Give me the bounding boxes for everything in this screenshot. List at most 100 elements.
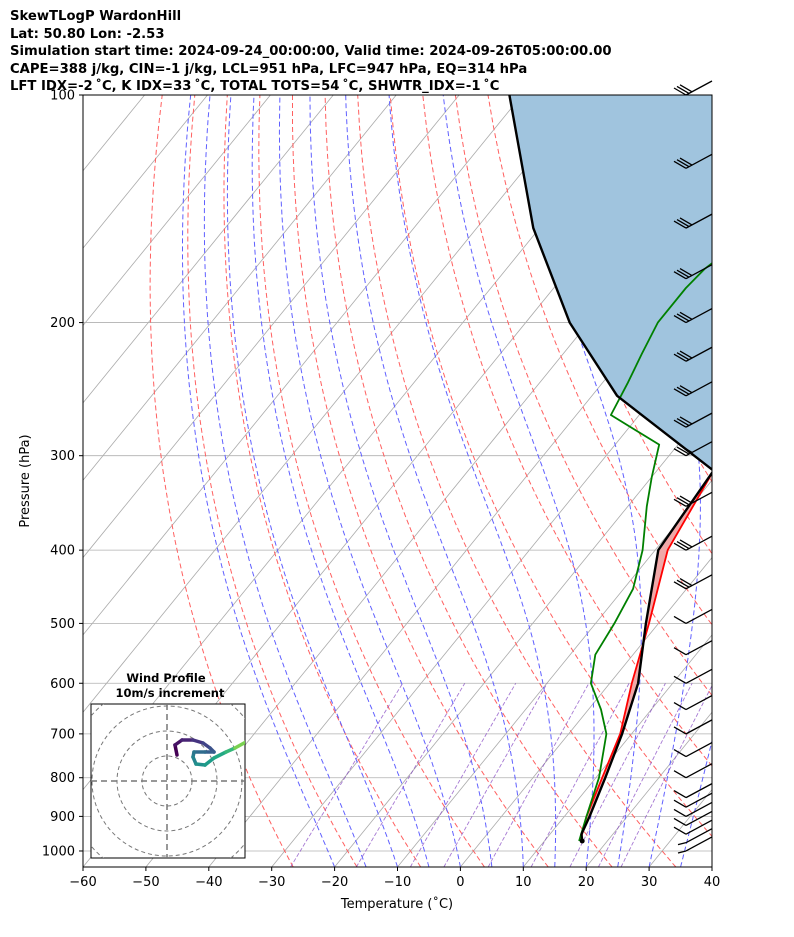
y-tick-label: 400 [50,544,75,559]
x-tick-label: −40 [195,875,222,890]
isotherm-line [460,556,712,867]
wind-barb [673,441,713,457]
isotherm-line [208,247,712,867]
isotherm-line [83,95,460,559]
wind-barb [673,308,713,324]
mixing-ratio-line [443,683,548,867]
moist-adiabat [226,95,398,867]
moist-adiabat [388,95,557,867]
cape-cin-fills [509,95,712,838]
wind-barb [673,535,713,551]
moist-adiabat [711,865,712,867]
dewpoint-line [578,262,712,842]
wind-barb [673,694,713,711]
y-tick-label: 100 [50,89,75,104]
isotherm-line [334,402,712,867]
wind-barb [673,153,713,169]
header-title: SkewTLogP WardonHill [10,9,182,24]
axes: −60 −50 −40 −30 −20 −10 0 10 20 30 40 100 200 300 400 5… [42,89,720,891]
mixing-ratio-line [355,683,466,867]
mixing-ratio-line [569,683,666,867]
mixing-ratio-line [487,683,590,867]
y-tick-label: 700 [50,727,75,742]
header-cape-line: CAPE=388 j/kg, CIN=-1 j/kg, LCL=951 hPa,… [10,61,528,77]
moist-adiabat [345,95,524,867]
y-tick-label: 1000 [42,844,75,859]
isotherm-line [522,634,712,867]
isotherm-line [83,95,586,713]
isotherm-line [83,95,334,404]
wind-barb [677,828,713,846]
dry-adiabat [324,95,613,867]
x-tick-label: 30 [641,875,658,890]
moist-adiabat [309,95,493,867]
wind-barb [677,836,713,854]
wind-barb [673,640,713,656]
hodograph-trace [203,756,216,767]
hodograph-trace [233,740,245,750]
wind-barb [673,491,713,507]
isotherm-line [83,95,523,636]
header-times: Simulation start time: 2024-09-24_00:00:… [10,44,612,60]
surface-parcel-point [579,838,585,844]
moist-adiabat [744,95,794,867]
hodograph-inset: Wind Profile 10m/s increment [90,671,246,859]
dry-adiabat [258,95,485,867]
y-axis-label: Pressure (hPa) [18,434,33,527]
isotherm-line [271,324,712,867]
x-axis-label: Temperature (˚C) [340,896,453,912]
mixing-ratio-line [598,683,693,867]
y-tick-label: 800 [50,771,75,786]
wind-barb [673,741,713,758]
moist-adiabat [182,95,336,867]
x-tick-label: −60 [69,875,96,890]
wind-barb [673,801,713,817]
dry-adiabat [716,95,794,867]
wind-barb [673,346,713,362]
x-tick-label: 10 [515,875,532,890]
x-tick-label: −50 [132,875,159,890]
y-tick-label: 200 [50,316,75,331]
wind-barb [673,608,713,624]
dry-adiabat [389,95,712,838]
cape-area [509,95,712,470]
cin-area [581,487,705,838]
hodograph-subtitle: 10m/s increment [116,686,225,700]
wind-barb [673,264,713,280]
y-tick-label: 600 [50,677,75,692]
x-tick-label: 0 [456,875,464,890]
header-indices-line: LFT IDX=-2 ˚C, K IDX=33 ˚C, TOTAL TOTS=5… [10,79,500,95]
wind-barb [673,763,713,779]
wind-barbs [673,80,713,854]
temperature-line [579,471,712,842]
isotherm-line [585,711,712,867]
dry-adiabat [781,95,794,867]
x-tick-label: 40 [704,875,721,890]
wind-barb [673,668,713,684]
parcel-line [508,95,712,842]
wind-barb [673,783,713,799]
wind-barb [673,792,713,808]
wind-barb [673,819,713,835]
mixing-ratio-line [530,683,630,867]
x-tick-label: −30 [258,875,285,890]
isotherm-line [711,866,712,867]
dry-adiabat [454,95,712,697]
wind-barb [673,719,713,735]
mixing-ratio-line [620,684,712,867]
wind-barb [673,810,713,826]
wind-barb [673,574,713,590]
isotherm-line [83,95,397,481]
x-tick-label: −20 [321,875,348,890]
x-tick-label: 20 [578,875,595,890]
dry-adiabat [187,95,358,867]
moist-adiabat [251,95,430,867]
wind-barb [673,381,713,397]
isotherm-line [0,95,82,867]
y-tick-label: 900 [50,810,75,825]
wind-barb [673,412,713,428]
mixing-ratio-line [290,683,404,867]
wind-barb [673,213,713,229]
isotherm-line [83,95,271,327]
hodograph-title: Wind Profile [126,671,206,685]
